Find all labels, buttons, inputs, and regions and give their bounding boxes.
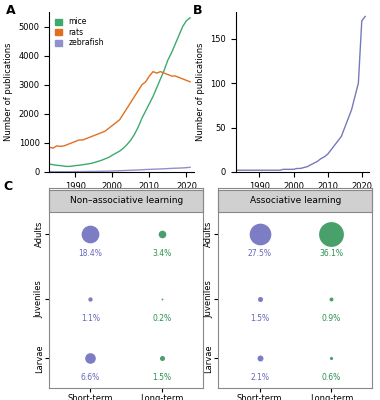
Legend: mice, rats, zebrafish: mice, rats, zebrafish [53, 16, 106, 49]
Point [87, 296, 93, 302]
Bar [218, 190, 372, 212]
Text: Non–associative learning: Non–associative learning [70, 196, 183, 206]
Bar [49, 190, 203, 212]
Point [328, 355, 334, 362]
Point [159, 231, 165, 237]
Text: 1.1%: 1.1% [81, 314, 100, 323]
Text: 0.9%: 0.9% [322, 314, 341, 323]
Text: 27.5%: 27.5% [247, 249, 272, 258]
Text: 2.1%: 2.1% [250, 374, 269, 382]
Point [87, 355, 93, 362]
Point [256, 355, 263, 362]
Point [159, 296, 165, 302]
Point [256, 231, 263, 237]
Point [256, 296, 263, 302]
Y-axis label: Number of publications: Number of publications [4, 43, 13, 141]
Text: 6.6%: 6.6% [81, 374, 100, 382]
X-axis label: Year: Year [111, 196, 132, 206]
Text: A: A [6, 4, 16, 17]
Point [159, 355, 165, 362]
Text: 0.6%: 0.6% [322, 374, 341, 382]
Text: 0.2%: 0.2% [153, 314, 172, 323]
Y-axis label: Number of publications: Number of publications [196, 43, 204, 141]
Text: 18.4%: 18.4% [79, 249, 102, 258]
Text: 1.5%: 1.5% [250, 314, 269, 323]
Point [328, 231, 334, 237]
Text: Associative learning: Associative learning [250, 196, 341, 206]
Text: C: C [4, 180, 13, 193]
Text: 36.1%: 36.1% [319, 249, 344, 258]
Text: 1.5%: 1.5% [153, 374, 172, 382]
X-axis label: Year: Year [292, 196, 312, 206]
Point [328, 296, 334, 302]
Text: B: B [193, 4, 203, 17]
Point [87, 231, 93, 237]
Text: 3.4%: 3.4% [153, 249, 172, 258]
